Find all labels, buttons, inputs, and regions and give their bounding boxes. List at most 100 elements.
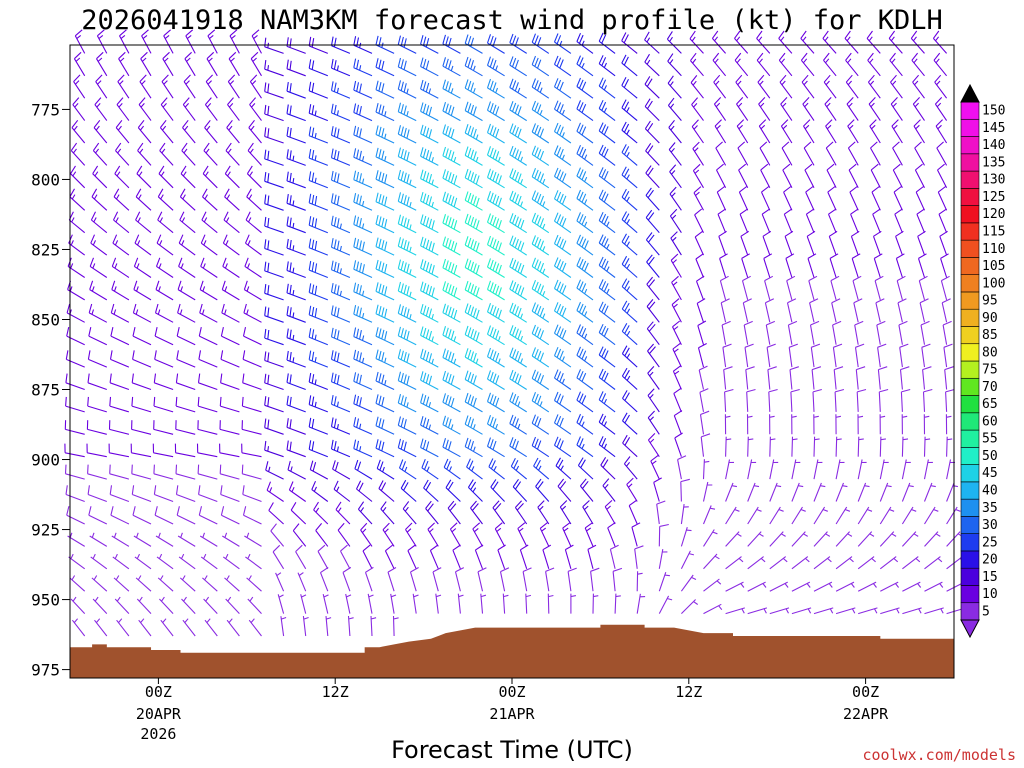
wind-barb [669, 208, 682, 234]
wind-barb [360, 522, 373, 547]
wind-barb [786, 275, 796, 301]
wind-barb [442, 438, 461, 458]
wind-barb [420, 259, 439, 278]
wind-barb [787, 320, 798, 345]
wind-barb [313, 501, 329, 525]
wind-barb [108, 443, 130, 458]
wind-barb [805, 186, 815, 211]
wind-barb [111, 257, 130, 278]
wind-barb [264, 127, 284, 144]
wind-barb [681, 599, 699, 614]
wind-barb [878, 388, 889, 412]
wind-barb [531, 257, 550, 278]
colorbar-label: 40 [982, 484, 998, 499]
wind-barb [835, 531, 853, 547]
wind-barb [347, 615, 354, 637]
wind-barb [922, 388, 933, 412]
wind-barb [531, 100, 550, 122]
wind-barb [472, 522, 483, 547]
wind-barb [576, 369, 594, 390]
wind-barb [739, 208, 749, 233]
wind-barb [800, 52, 815, 77]
wind-barb [420, 371, 439, 390]
wind-barb [646, 321, 660, 346]
wind-barb [333, 480, 351, 502]
wind-barb [587, 544, 597, 569]
wind-barb [598, 167, 616, 189]
wind-barb [769, 506, 784, 525]
wind-barb [308, 36, 329, 54]
wind-barb [268, 502, 284, 525]
colorbar-swatch [960, 567, 980, 586]
wind-barb [177, 532, 196, 547]
wind-barb [286, 373, 306, 391]
wind-barb [330, 283, 351, 301]
wind-barb [621, 144, 638, 166]
wind-barb [87, 350, 108, 368]
wind-barb [892, 163, 903, 189]
wind-barb [531, 369, 550, 390]
wind-barb [850, 230, 860, 256]
wind-barb [888, 30, 903, 54]
wind-barb [353, 103, 373, 122]
wind-barb [203, 142, 218, 166]
wind-barb [769, 581, 789, 592]
wind-barb [680, 527, 692, 547]
wind-barb [553, 257, 572, 278]
wind-barb [286, 194, 306, 211]
wind-barb [937, 186, 948, 211]
wind-barb [801, 74, 815, 99]
wind-barb [725, 581, 745, 592]
wind-barb [138, 618, 152, 637]
wind-barb [375, 35, 395, 54]
wind-barb [464, 325, 483, 346]
colorbar-label: 35 [982, 501, 998, 516]
wind-barb [412, 593, 419, 614]
wind-barbs [64, 29, 966, 637]
wind-barb [813, 459, 823, 480]
wind-barb [290, 502, 307, 525]
wind-barb [553, 145, 572, 166]
wind-barb [220, 350, 240, 368]
wind-barb [576, 77, 594, 99]
wind-barb [747, 506, 762, 525]
wind-barb [225, 596, 240, 614]
wind-barb [221, 303, 240, 323]
wind-barb [829, 253, 839, 278]
wind-barb [760, 163, 771, 189]
wind-barb [308, 305, 329, 323]
wind-barb [913, 119, 925, 144]
wind-barb [204, 97, 218, 121]
wind-barb [747, 581, 767, 592]
wind-barb [114, 596, 130, 614]
wind-barb [744, 343, 754, 368]
wind-barb [531, 190, 550, 211]
y-tick-label: 825 [31, 240, 60, 259]
wind-barb [442, 214, 461, 234]
wind-barb [946, 482, 958, 502]
wind-barb [246, 188, 262, 211]
wind-barb [780, 119, 793, 144]
wind-barb [442, 169, 461, 189]
wind-barb [713, 97, 727, 121]
wind-barb [937, 163, 948, 189]
wind-barb [264, 261, 284, 279]
wind-barb [445, 479, 461, 502]
wind-barb [175, 464, 196, 480]
colorbar-swatch [960, 533, 980, 552]
wind-barb [813, 414, 819, 435]
wind-barb [353, 192, 373, 211]
colorbar-swatch [960, 481, 980, 500]
wind-barb [242, 326, 262, 346]
wind-barb [791, 581, 811, 592]
colorbar-label: 120 [982, 207, 1005, 222]
colorbar-label: 140 [982, 138, 1005, 153]
wind-barb [720, 298, 730, 323]
wind-barb [353, 282, 373, 301]
wind-barb [198, 485, 218, 503]
wind-barb [109, 485, 130, 503]
wind-barb [175, 420, 196, 435]
wind-barb [658, 523, 669, 547]
wind-barb [308, 372, 329, 391]
wind-barb [71, 618, 86, 637]
